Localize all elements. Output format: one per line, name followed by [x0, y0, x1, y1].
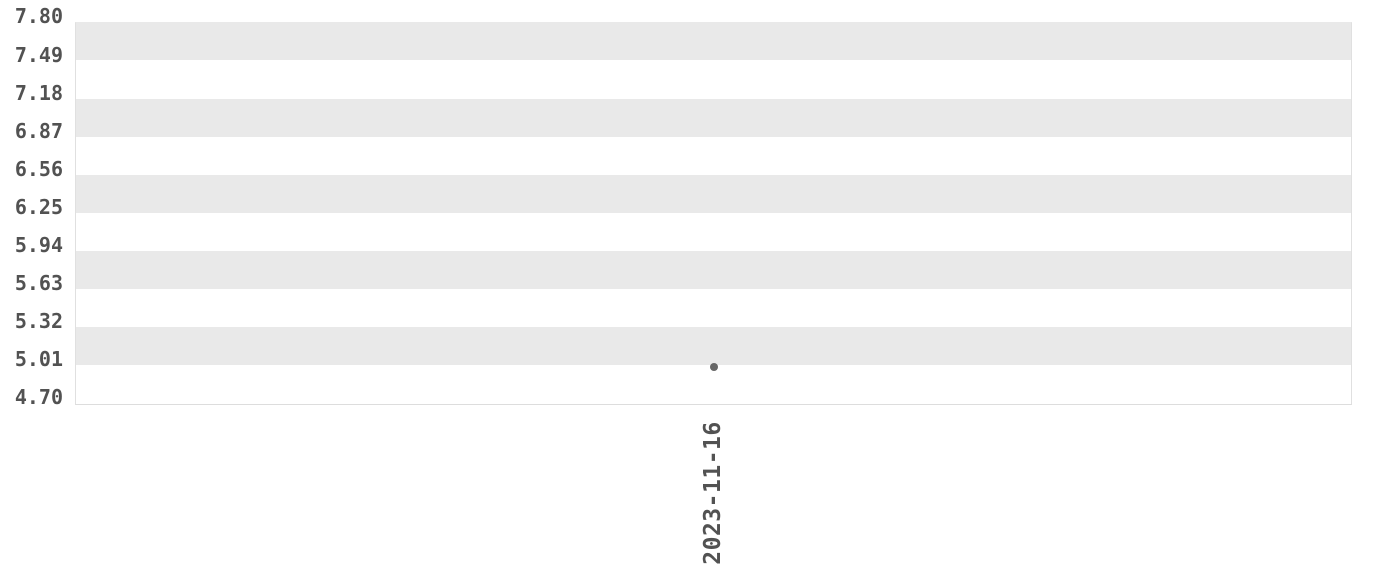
y-tick-label: 5.01: [14, 347, 63, 372]
grid-band: [76, 250, 1351, 290]
y-tick-label: 5.94: [14, 233, 63, 258]
grid-band: [76, 98, 1351, 137]
data-point[interactable]: [709, 362, 718, 371]
x-tick-label: 2023-11-16: [700, 421, 726, 565]
grid-band: [76, 174, 1351, 213]
y-tick-label: 6.56: [14, 156, 63, 181]
y-tick-label: 7.49: [14, 42, 63, 67]
y-tick-label: 6.25: [14, 194, 63, 219]
y-tick-label: 6.87: [14, 118, 63, 143]
grid-band: [76, 327, 1351, 366]
plot-area: [75, 22, 1352, 406]
y-tick-label: 5.32: [14, 309, 63, 334]
grid-band: [76, 22, 1351, 61]
y-tick-label: 5.63: [14, 271, 63, 296]
y-tick-label: 7.80: [14, 4, 63, 29]
y-tick-label: 4.70: [14, 385, 63, 410]
y-axis: 7.80 7.49 7.18 6.87 6.56 6.25 5.94 5.63 …: [0, 0, 63, 416]
y-tick-label: 7.18: [14, 80, 63, 105]
